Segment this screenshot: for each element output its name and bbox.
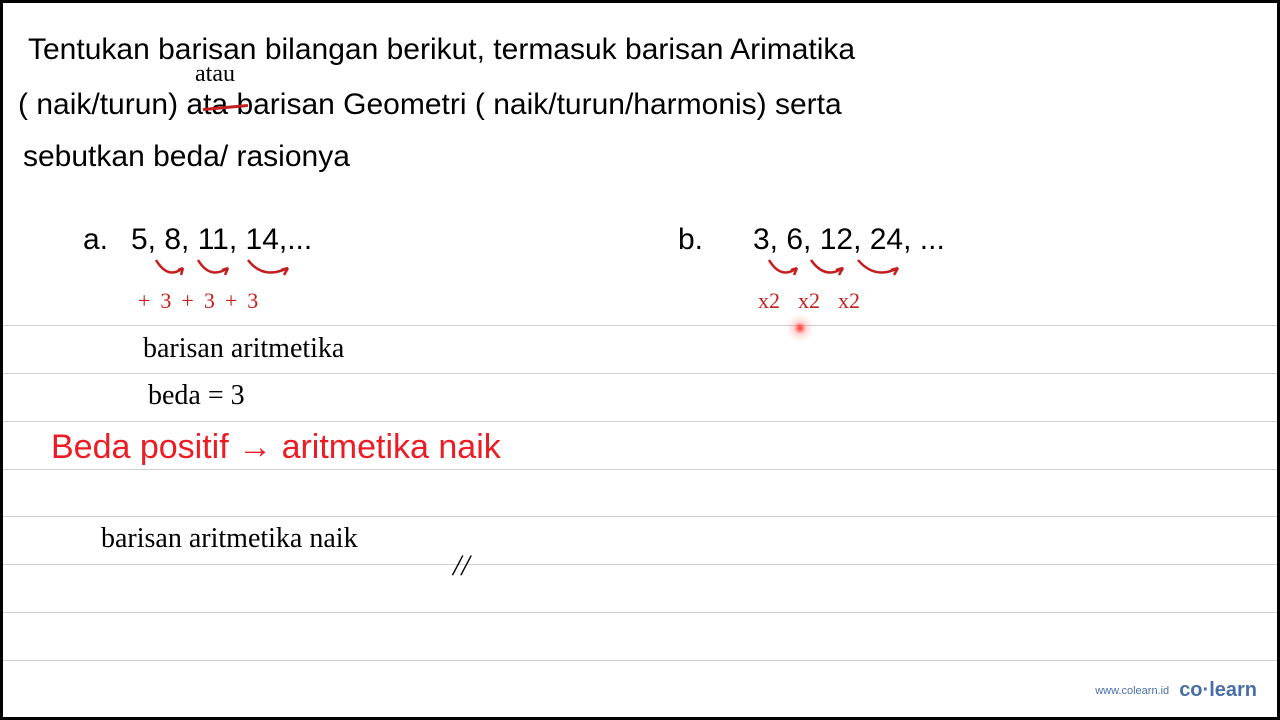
footer-url: www.colearn.id xyxy=(1095,685,1169,697)
handwriting-type: barisan aritmetika xyxy=(143,333,344,365)
footer-logo: co·learn xyxy=(1179,679,1257,702)
correction-atau: atau xyxy=(195,61,235,88)
differences-b: x2x2x2 xyxy=(758,288,878,314)
footer: www.colearn.id co·learn xyxy=(1095,679,1257,702)
final-answer: barisan aritmetika naik xyxy=(101,523,358,555)
arcs-b xyxy=(763,258,923,288)
item-a-label: a. xyxy=(83,223,108,257)
laser-pointer-icon xyxy=(793,321,807,335)
end-mark-icon: // xyxy=(453,549,470,583)
question-line-1: Tentukan barisan bilangan berikut, terma… xyxy=(28,33,855,67)
arcs-a xyxy=(148,258,318,288)
item-a-sequence: 5, 8, 11, 14,... xyxy=(131,223,312,257)
question-line-3: sebutkan beda/ rasionya xyxy=(23,140,350,174)
handwriting-beda: beda = 3 xyxy=(148,380,245,412)
item-b-label: b. xyxy=(678,223,703,257)
differences-a: +3+3+3 xyxy=(138,288,268,314)
question-line-2: ( naik/turun) ata barisan Geometri ( nai… xyxy=(18,88,842,122)
item-b-sequence: 3, 6, 12, 24, ... xyxy=(753,223,945,257)
red-conclusion: Beda positif → aritmetika naik xyxy=(51,428,501,467)
